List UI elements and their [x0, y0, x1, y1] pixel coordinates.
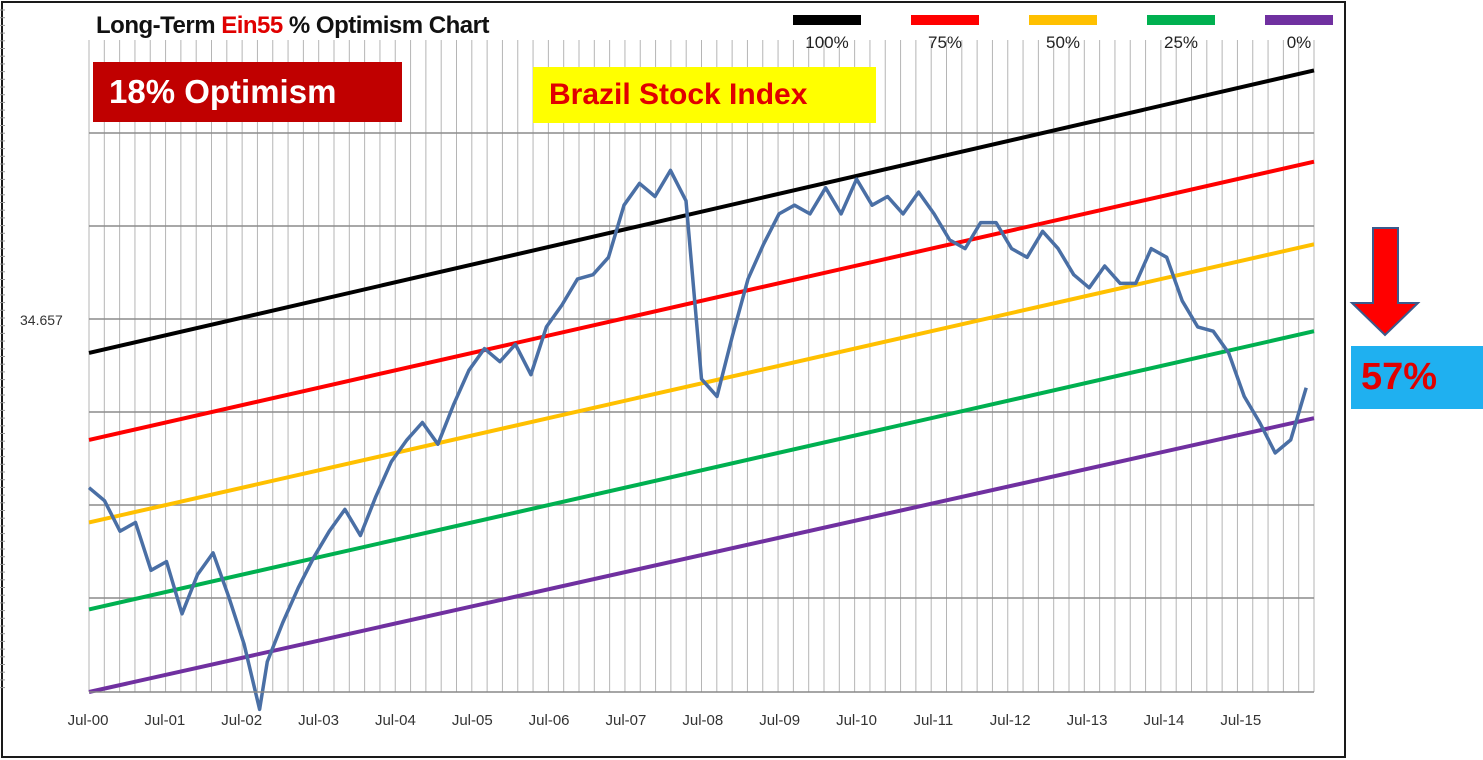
legend-label: 25%	[1163, 33, 1199, 52]
legend-swatch	[911, 15, 979, 25]
legend-label: 50%	[1045, 33, 1081, 52]
legend-item: 100%	[787, 15, 867, 53]
x-tick-label: Jul-05	[451, 712, 493, 729]
legend-swatch	[1029, 15, 1097, 25]
legend-item: 25%	[1141, 15, 1221, 53]
y-axis-label: 34.657	[20, 312, 63, 328]
title-prefix: Long-Term	[96, 12, 222, 39]
legend-item: 50%	[1023, 15, 1103, 53]
axis	[0, 9, 1314, 693]
x-tick-label: Jul-11	[913, 712, 954, 729]
current-percent-label: 57%	[1361, 356, 1438, 398]
x-tick-label: Jul-09	[759, 712, 801, 729]
current-percent-badge: 57%	[1351, 346, 1483, 409]
band-line-0pct	[88, 416, 1315, 694]
optimism-badge-label: 18% Optimism	[109, 73, 337, 110]
gridlines	[88, 40, 1315, 692]
legend-label: 0%	[1286, 33, 1312, 52]
band-line-25pct	[88, 329, 1315, 612]
legend-label: 100%	[805, 33, 849, 52]
band-line-50pct	[88, 242, 1315, 525]
optimism-bands	[88, 68, 1315, 694]
legend-swatch	[1147, 15, 1215, 25]
price-series	[87, 168, 1308, 712]
x-tick-label: Jul-07	[605, 712, 647, 729]
band-line-75pct	[88, 159, 1315, 442]
legend-item: 0%	[1259, 15, 1339, 53]
x-tick-label: Jul-08	[682, 712, 724, 729]
x-tick-label: Jul-15	[1220, 712, 1262, 729]
x-tick-label: Jul-02	[221, 712, 263, 729]
down-arrow-icon	[1349, 227, 1421, 337]
legend-swatch	[793, 15, 861, 25]
chart-title: Long-Term Ein55 % Optimism Chart	[96, 12, 489, 40]
legend-item: 75%	[905, 15, 985, 53]
x-tick-label: Jul-12	[989, 712, 1031, 729]
x-tick-label: Jul-04	[374, 712, 416, 729]
x-tick-label: Jul-00	[67, 712, 109, 729]
x-tick-label: Jul-06	[528, 712, 570, 729]
optimism-badge: 18% Optimism	[93, 62, 402, 122]
index-name-badge: Brazil Stock Index	[533, 67, 876, 123]
price-line	[87, 168, 1308, 712]
x-tick-label: Jul-14	[1143, 712, 1185, 729]
legend-swatch	[1265, 15, 1333, 25]
legend-label: 75%	[927, 33, 963, 52]
x-tick-label: Jul-03	[298, 712, 339, 729]
arrow-shape	[1349, 227, 1421, 337]
band-line-100pct	[88, 68, 1315, 355]
outer-border	[1, 1, 1346, 758]
index-name-label: Brazil Stock Index	[549, 78, 808, 111]
x-tick-label: Jul-10	[836, 712, 877, 729]
x-tick-label: Jul-01	[144, 712, 186, 729]
title-brand: Ein55	[221, 12, 283, 39]
title-suffix: % Optimism Chart	[282, 12, 490, 39]
x-tick-label: Jul-13	[1066, 712, 1108, 729]
